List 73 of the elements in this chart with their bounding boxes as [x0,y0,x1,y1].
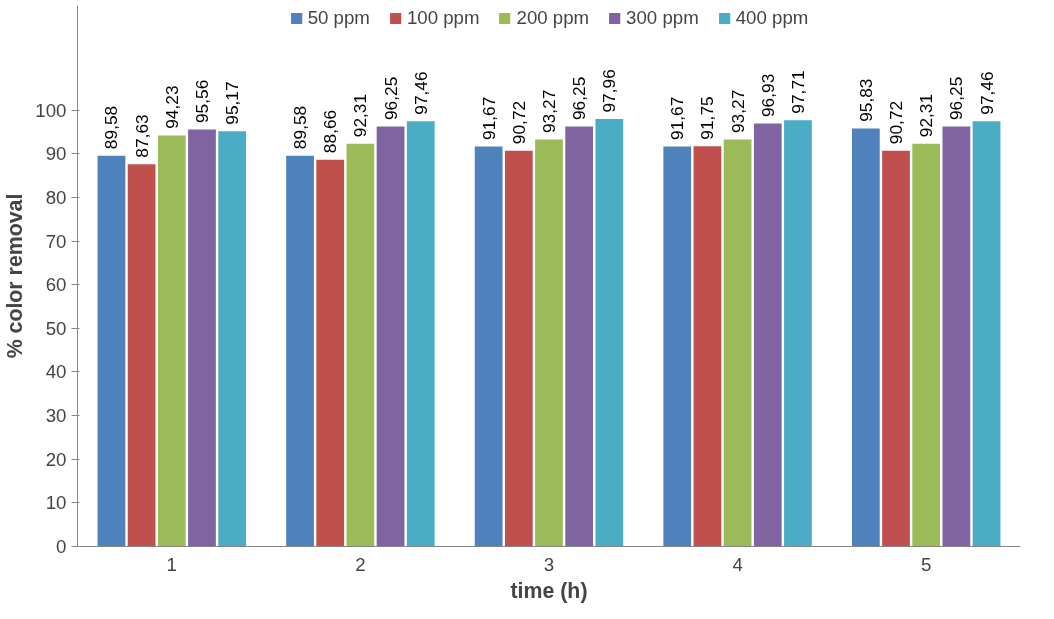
legend-label: 50 ppm [307,7,370,29]
data-label: 97,71 [787,70,808,114]
bar [97,155,126,547]
x-tick-label: 4 [732,553,743,575]
bar [693,146,722,547]
data-label: 96,25 [946,76,967,121]
bar [912,143,941,547]
bar [723,139,752,547]
bar [316,159,345,547]
data-label: 87,63 [131,114,152,158]
bar [595,119,624,547]
data-label: 88,66 [320,109,341,154]
bar [474,146,503,547]
data-label: 96,25 [569,76,590,121]
y-tick-label: 80 [45,186,67,208]
legend-label: 200 ppm [516,7,590,29]
data-label: 91,67 [478,96,499,141]
data-label: 92,31 [350,93,371,138]
data-label: 97,96 [599,69,620,113]
data-label: 90,72 [886,100,907,145]
bar [565,126,594,547]
legend-label: 400 ppm [735,7,809,29]
data-label: 95,17 [222,81,243,125]
y-tick-label: 0 [56,536,67,557]
bar [218,131,247,547]
data-label: 95,83 [855,78,876,122]
bar [663,146,692,547]
y-tick-label: 20 [45,448,67,470]
data-label: 94,23 [161,85,182,129]
legend-label: 300 ppm [626,7,699,29]
y-tick-label: 60 [45,274,67,296]
bar [376,126,405,547]
y-tick-label: 50 [45,317,67,339]
data-label: 96,93 [757,73,778,118]
x-axis-title: time (h) [510,578,588,603]
data-label: 89,58 [101,105,122,150]
legend-label: 100 ppm [406,7,480,29]
bar [127,164,156,547]
bar [535,139,563,547]
y-tick-label: 30 [45,405,67,427]
data-label: 93,27 [539,89,559,134]
y-tick-label: 40 [45,361,67,383]
x-tick-label: 5 [921,553,932,575]
x-tick-label: 2 [355,553,366,575]
bar [784,120,812,547]
bar [286,155,314,547]
data-label: 91,75 [697,96,718,140]
bar [882,150,910,547]
y-axis-title: % color removal [3,193,28,359]
y-tick-label: 100 [35,99,67,121]
bar [504,150,533,547]
data-label: 90,72 [508,100,529,145]
y-tick-label: 70 [45,230,67,252]
bar [942,126,971,547]
data-label: 97,46 [410,71,431,115]
data-label: 89,58 [290,105,311,150]
data-label: 95,56 [191,79,212,124]
x-tick-label: 1 [166,553,177,575]
bar [753,123,782,547]
data-label: 97,46 [976,71,997,115]
bar [406,121,435,547]
x-tick-label: 3 [543,553,555,575]
bar [972,121,1001,547]
data-label: 93,27 [727,89,748,134]
data-label: 91,67 [667,96,688,141]
y-tick-label: 90 [45,143,67,165]
data-label: 96,25 [380,76,401,121]
y-tick-label: 10 [45,492,67,514]
data-label: 92,31 [916,93,937,138]
bar [346,143,375,547]
bar [157,135,186,547]
bar [188,129,216,547]
bar [851,128,880,547]
